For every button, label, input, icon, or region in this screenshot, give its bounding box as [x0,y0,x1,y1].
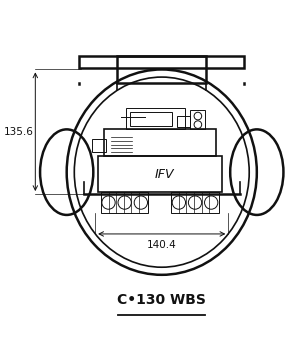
Bar [104,130,216,156]
Bar [92,139,106,152]
Bar [130,112,172,126]
Bar [79,56,244,68]
Bar [190,110,206,130]
Text: 135.6: 135.6 [4,127,33,137]
Bar [177,116,190,127]
Bar [98,156,222,192]
Text: 140.4: 140.4 [147,240,177,250]
Bar [117,56,207,83]
Text: IFV: IFV [155,168,174,181]
Bar [171,192,219,213]
Bar [126,108,185,130]
Text: C•130 WBS: C•130 WBS [117,293,206,307]
Bar [101,192,148,213]
